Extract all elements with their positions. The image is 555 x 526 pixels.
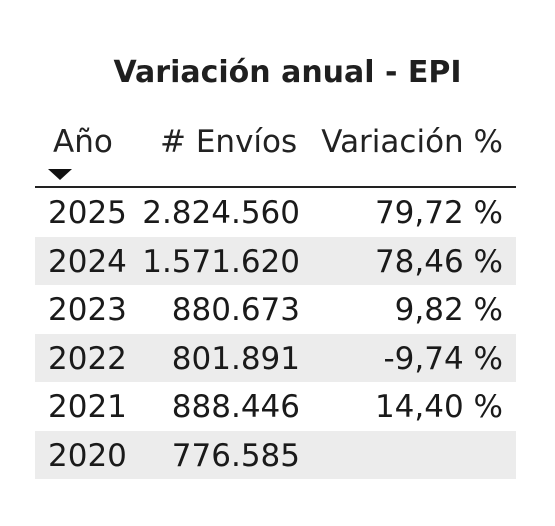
year-cell: 2021 (48, 389, 127, 425)
table-row[interactable]: 2024 1.571.620 78,46 % (35, 236, 516, 285)
variation-cell: 78,46 % (374, 243, 503, 280)
table-row[interactable]: 2020 776.585 (35, 430, 516, 479)
variation-cell: 14,40 % (374, 389, 503, 425)
year-cell: 2020 (48, 437, 127, 474)
shipments-cell: 801.891 (171, 340, 300, 377)
table-body: 2025 2.824.560 79,72 % 2024 1.571.620 78… (35, 188, 516, 479)
shipments-cell: 1.571.620 (142, 243, 300, 280)
year-cell: 2023 (48, 292, 127, 328)
table-row[interactable]: 2021 888.446 14,40 % (35, 382, 516, 431)
year-cell: 2024 (48, 243, 127, 280)
sort-descending-icon[interactable] (48, 169, 72, 180)
chart-title: Variación anual - EPI (113, 55, 462, 90)
year-cell: 2022 (48, 340, 127, 377)
table-row[interactable]: 2022 801.891 -9,74 % (35, 333, 516, 382)
table-header: Año # Envíos Variación % (35, 120, 516, 188)
variation-cell: -9,74 % (383, 340, 503, 377)
variation-cell: 9,82 % (394, 292, 503, 328)
year-cell: 2025 (48, 195, 127, 231)
column-header-shipments[interactable]: # Envíos (160, 124, 298, 160)
variation-cell: 79,72 % (374, 195, 503, 231)
shipments-cell: 880.673 (171, 292, 300, 328)
table-row[interactable]: 2025 2.824.560 79,72 % (35, 188, 516, 237)
column-header-variation[interactable]: Variación % (321, 124, 503, 160)
data-table: Año # Envíos Variación % 2025 2.824.560 … (35, 120, 516, 479)
shipments-cell: 776.585 (171, 437, 300, 474)
table-row[interactable]: 2023 880.673 9,82 % (35, 285, 516, 334)
shipments-cell: 2.824.560 (142, 195, 300, 231)
column-header-year[interactable]: Año (53, 124, 113, 160)
shipments-cell: 888.446 (171, 389, 300, 425)
